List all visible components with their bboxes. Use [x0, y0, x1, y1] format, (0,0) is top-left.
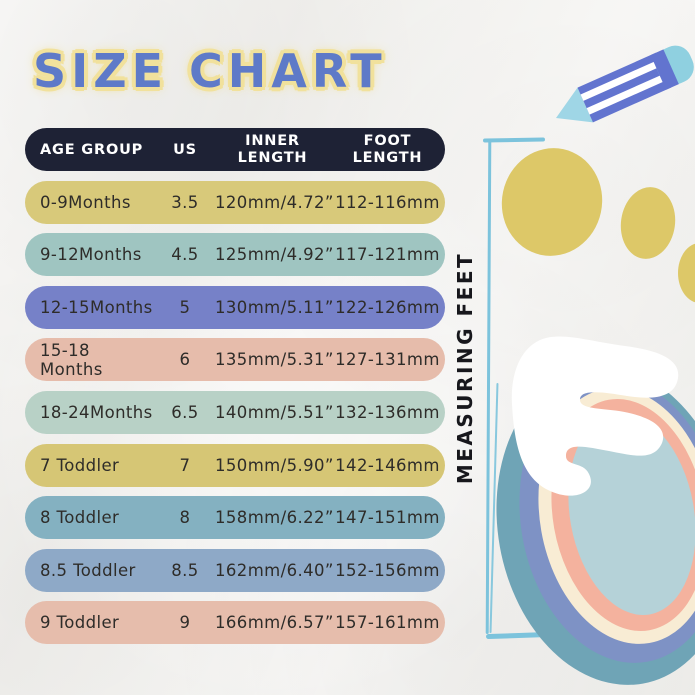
- sole-ring-inner: [568, 412, 695, 616]
- cell-inner-length: 130mm/5.11”: [215, 297, 334, 317]
- table-row: 8.5 Toddler 8.5 162mm/6.40” 152-156mm: [25, 548, 445, 592]
- big-toe: [501, 148, 603, 256]
- measuring-feet-label: MEASURING FEET: [453, 251, 477, 485]
- sole-center-swirl: [511, 336, 679, 496]
- cell-age-group: 9 Toddler: [40, 613, 120, 633]
- cell-foot-length: 122-126mm: [335, 297, 440, 317]
- footprint-icon: [496, 148, 695, 685]
- cell-inner-length: 120mm/4.72”: [215, 192, 334, 212]
- cell-foot-length: 127-131mm: [335, 350, 440, 370]
- cell-inner-length: 125mm/4.92”: [215, 245, 334, 265]
- table-row: 15-18 Months 6 135mm/5.31” 127-131mm: [25, 338, 445, 382]
- cell-inner-length: 166mm/6.57”: [215, 613, 334, 633]
- cell-foot-length: 112-116mm: [335, 192, 440, 212]
- pencil-stripe: [580, 59, 662, 101]
- table-row: 12-15Months 5 130mm/5.11” 122-126mm: [25, 285, 445, 329]
- cell-us-size: 3.5: [171, 192, 199, 212]
- header-cell-foot-length: FOOT LENGTH: [352, 133, 423, 166]
- cell-us-size: 7: [179, 455, 191, 475]
- cell-us-size: 4.5: [171, 245, 199, 265]
- cell-age-group: 7 Toddler: [40, 455, 120, 475]
- pencil-tip: [556, 87, 593, 123]
- pencil-stripe: [586, 73, 669, 115]
- second-toe: [620, 187, 676, 259]
- pencil-ferrule: [650, 49, 679, 90]
- cell-inner-length: 150mm/5.90”: [215, 455, 334, 475]
- cell-age-group: 15-18 Months: [40, 340, 103, 379]
- table-row: 9 Toddler 9 166mm/6.57” 157-161mm: [25, 601, 445, 645]
- cell-us-size: 6: [179, 350, 191, 370]
- cell-foot-length: 152-156mm: [335, 560, 440, 580]
- cell-foot-length: 147-151mm: [335, 508, 440, 528]
- table-row: 18-24Months 6.5 140mm/5.51” 132-136mm: [25, 390, 445, 434]
- cell-age-group: 8 Toddler: [40, 508, 120, 528]
- cell-foot-length: 132-136mm: [335, 402, 440, 422]
- cell-age-group: 0-9Months: [40, 192, 131, 212]
- table-row: 9-12Months 4.5 125mm/4.92” 117-121mm: [25, 233, 445, 277]
- cell-foot-length: 157-161mm: [335, 613, 440, 633]
- cell-us-size: 9: [179, 613, 191, 633]
- third-toe: [678, 243, 695, 303]
- header-cell-inner-length: INNER LENGTH: [237, 133, 308, 166]
- size-table: AGE GROUP US INNER LENGTH FOOT LENGTH 0-…: [25, 128, 445, 645]
- cell-inner-length: 140mm/5.51”: [215, 402, 334, 422]
- cell-age-group: 12-15Months: [40, 297, 153, 317]
- header-cell-age-group: AGE GROUP: [40, 141, 144, 158]
- cell-foot-length: 142-146mm: [335, 455, 440, 475]
- table-row: 0-9Months 3.5 120mm/4.72” 112-116mm: [25, 180, 445, 224]
- table-row: 8 Toddler 8 158mm/6.22” 147-151mm: [25, 496, 445, 540]
- cell-age-group: 8.5 Toddler: [40, 560, 136, 580]
- page-title: SIZE CHART: [33, 44, 387, 98]
- pencil-icon: [556, 45, 694, 123]
- header-cell-us: US: [173, 141, 197, 158]
- cell-foot-length: 117-121mm: [335, 245, 440, 265]
- cell-us-size: 8: [179, 508, 191, 528]
- cell-us-size: 6.5: [171, 402, 199, 422]
- table-header-row: AGE GROUP US INNER LENGTH FOOT LENGTH: [25, 128, 445, 171]
- cell-age-group: 18-24Months: [40, 402, 153, 422]
- cell-inner-length: 135mm/5.31”: [215, 350, 334, 370]
- cell-age-group: 9-12Months: [40, 245, 142, 265]
- cell-inner-length: 158mm/6.22”: [215, 508, 334, 528]
- cell-us-size: 8.5: [171, 560, 199, 580]
- table-row: 7 Toddler 7 150mm/5.90” 142-146mm: [25, 443, 445, 487]
- cell-us-size: 5: [179, 297, 191, 317]
- cell-inner-length: 162mm/6.40”: [215, 560, 334, 580]
